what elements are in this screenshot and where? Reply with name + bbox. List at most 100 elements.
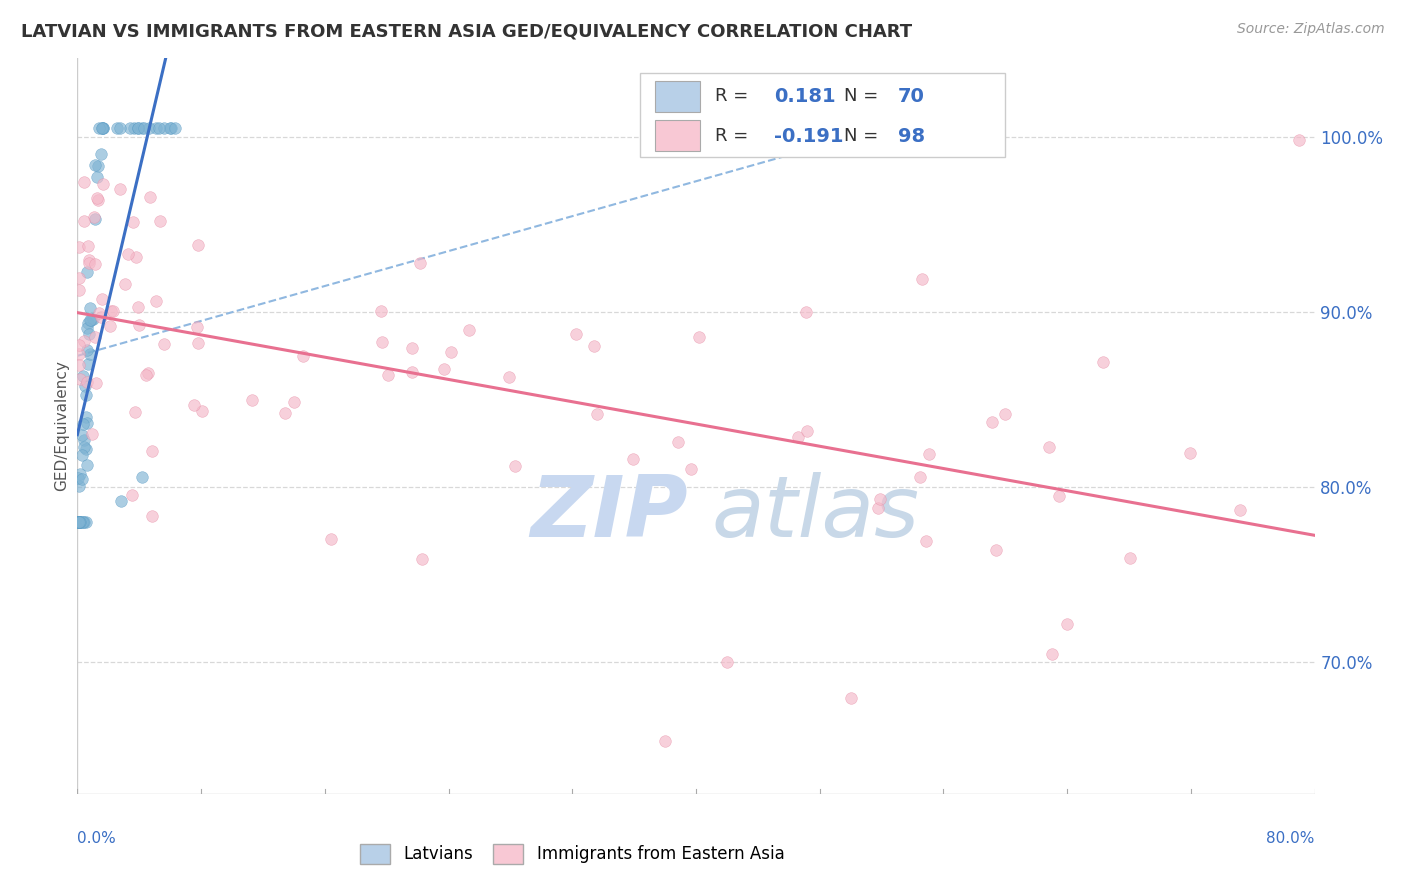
Point (67, 359, 90, 373)
Text: 80.0%: 80.0% (1267, 831, 1315, 846)
Point (89, 306, 111, 320)
Point (127, 121, 149, 136)
Point (679, 461, 702, 475)
Text: 0.181: 0.181 (773, 87, 835, 106)
Point (87, 194, 110, 208)
Point (67, 471, 90, 485)
Point (76, 265, 98, 279)
Point (79, 313, 101, 327)
Point (70, 516, 93, 530)
Point (1229, 503, 1251, 517)
Bar (655, 80, 700, 112)
Point (283, 395, 305, 409)
Point (91, 121, 114, 136)
Point (87, 121, 110, 136)
Point (69, 516, 91, 530)
Point (73, 334, 96, 348)
Point (87, 159, 110, 173)
Point (108, 121, 131, 136)
Point (90, 310, 112, 325)
Point (159, 121, 181, 136)
Point (124, 121, 146, 136)
Point (125, 250, 148, 264)
Point (908, 469, 931, 483)
Point (1119, 550, 1142, 565)
Point (131, 469, 153, 483)
Point (75, 409, 97, 424)
Point (868, 500, 890, 515)
Point (79, 347, 101, 361)
Point (72, 417, 94, 431)
Point (86, 169, 108, 184)
Point (67, 347, 90, 361)
Point (72, 516, 94, 530)
Point (787, 430, 810, 444)
Point (83, 210, 105, 224)
Text: Source: ZipAtlas.com: Source: ZipAtlas.com (1237, 22, 1385, 37)
Point (67, 479, 90, 493)
Point (915, 533, 938, 548)
Point (141, 508, 163, 523)
Point (90, 292, 112, 306)
Point (160, 121, 183, 136)
Point (145, 121, 167, 136)
Point (716, 656, 738, 670)
Point (121, 215, 143, 229)
Point (135, 368, 157, 382)
Point (869, 492, 891, 507)
Point (75, 379, 97, 393)
Point (70, 449, 93, 463)
Point (440, 345, 463, 359)
Point (84, 329, 107, 343)
Point (73, 433, 96, 447)
Text: 70: 70 (897, 87, 925, 106)
Point (76, 375, 98, 389)
Point (72, 214, 94, 228)
Point (127, 300, 149, 314)
Point (90, 147, 112, 161)
Point (1178, 446, 1201, 460)
Point (984, 543, 1007, 558)
Point (152, 337, 174, 351)
Point (84, 376, 107, 390)
Point (83, 211, 105, 226)
Point (131, 121, 153, 136)
Point (67, 516, 90, 530)
Point (586, 408, 609, 422)
Point (91, 121, 114, 136)
Point (75, 516, 97, 530)
Point (458, 323, 481, 337)
Point (101, 304, 124, 318)
Point (67, 516, 90, 530)
Point (145, 293, 167, 308)
Point (67, 516, 90, 530)
Point (654, 734, 676, 748)
Point (1288, 133, 1310, 147)
Point (321, 533, 343, 547)
Point (411, 552, 433, 566)
Point (1056, 616, 1078, 631)
Text: atlas: atlas (711, 472, 920, 555)
Point (69, 467, 91, 482)
Point (75, 442, 97, 456)
Point (187, 237, 209, 252)
Point (666, 435, 689, 450)
Point (79, 301, 101, 316)
Point (69, 516, 91, 530)
Text: LATVIAN VS IMMIGRANTS FROM EASTERN ASIA GED/EQUIVALENCY CORRELATION CHART: LATVIAN VS IMMIGRANTS FROM EASTERN ASIA … (21, 22, 912, 40)
Text: 98: 98 (897, 127, 925, 145)
Point (91, 121, 114, 136)
Point (79, 327, 101, 342)
Point (117, 247, 139, 261)
Point (1091, 355, 1114, 369)
Point (77, 317, 100, 331)
Point (67, 516, 90, 530)
Point (67, 338, 90, 352)
Point (67, 516, 90, 530)
Point (433, 361, 456, 376)
Point (84, 158, 107, 172)
Point (76, 416, 98, 430)
Point (110, 182, 132, 196)
Point (69, 372, 91, 386)
Point (138, 121, 160, 136)
